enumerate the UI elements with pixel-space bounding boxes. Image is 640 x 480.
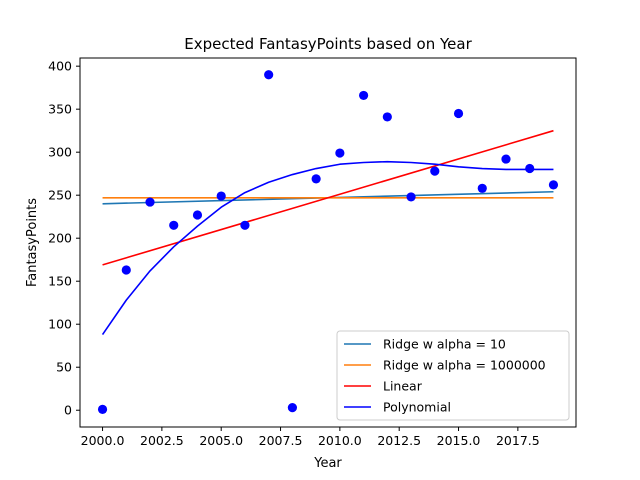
x-tick-label: 2010.0 (318, 433, 362, 448)
legend-label: Ridge w alpha = 1000000 (383, 358, 546, 373)
legend-label: Linear (383, 379, 423, 394)
y-tick-label: 0 (64, 403, 72, 418)
scatter-point (453, 108, 464, 119)
y-axis-label: FantasyPoints (25, 198, 40, 287)
y-tick-label: 100 (48, 317, 72, 332)
y-tick-label: 250 (48, 188, 72, 203)
x-tick-label: 2017.5 (496, 433, 540, 448)
y-tick-label: 350 (48, 102, 72, 117)
x-tick-label: 2015.0 (437, 433, 481, 448)
y-tick-label: 200 (48, 231, 72, 246)
legend-label: Polynomial (383, 400, 451, 415)
series-line-3 (101, 160, 554, 335)
scatter-point (525, 163, 535, 174)
scatter-point (264, 70, 274, 80)
x-tick-label: 2007.5 (259, 433, 303, 448)
scatter-point (311, 174, 321, 184)
scatter-point (548, 180, 559, 190)
legend-label: Ridge w alpha = 10 (383, 337, 506, 352)
y-tick-label: 300 (48, 145, 72, 160)
series-lines (101, 129, 554, 335)
scatter-point (121, 265, 131, 275)
scatter-point (477, 183, 487, 193)
scatter-point (192, 210, 203, 220)
x-tick-label: 2005.0 (199, 433, 243, 448)
scatter-point (97, 404, 108, 414)
scatter-points (97, 70, 559, 414)
scatter-point (430, 166, 440, 176)
scatter-point (501, 154, 511, 164)
y-axis: 0 50 100 150 200 250 300 350 400 (48, 59, 80, 418)
y-tick-label: 400 (48, 59, 72, 74)
scatter-point (216, 191, 226, 201)
x-tick-label: 2002.5 (140, 433, 184, 448)
scatter-point (145, 197, 155, 207)
x-tick-label: 2000.0 (81, 433, 125, 448)
scatter-point (335, 148, 345, 158)
legend: Ridge w alpha = 10 Ridge w alpha = 100000… (336, 330, 570, 421)
plot-frame (79, 57, 577, 428)
x-axis: 2000.0 2002.5 2005.0 2007.5 2010.0 2012.5 2015… (81, 427, 540, 448)
x-tick-label: 2012.5 (377, 433, 421, 448)
scatter-point (382, 112, 392, 122)
scatter-point (240, 220, 250, 230)
scatter-point (287, 403, 298, 413)
y-tick-label: 150 (48, 274, 72, 289)
chart-title: Expected FantasyPoints based on Year (184, 35, 472, 53)
scatter-point (406, 192, 416, 202)
scatter-point (169, 220, 179, 230)
scatter-point (358, 90, 369, 101)
y-tick-label: 50 (56, 360, 72, 375)
legend-box (336, 330, 570, 421)
x-axis-label: Year (313, 456, 342, 471)
